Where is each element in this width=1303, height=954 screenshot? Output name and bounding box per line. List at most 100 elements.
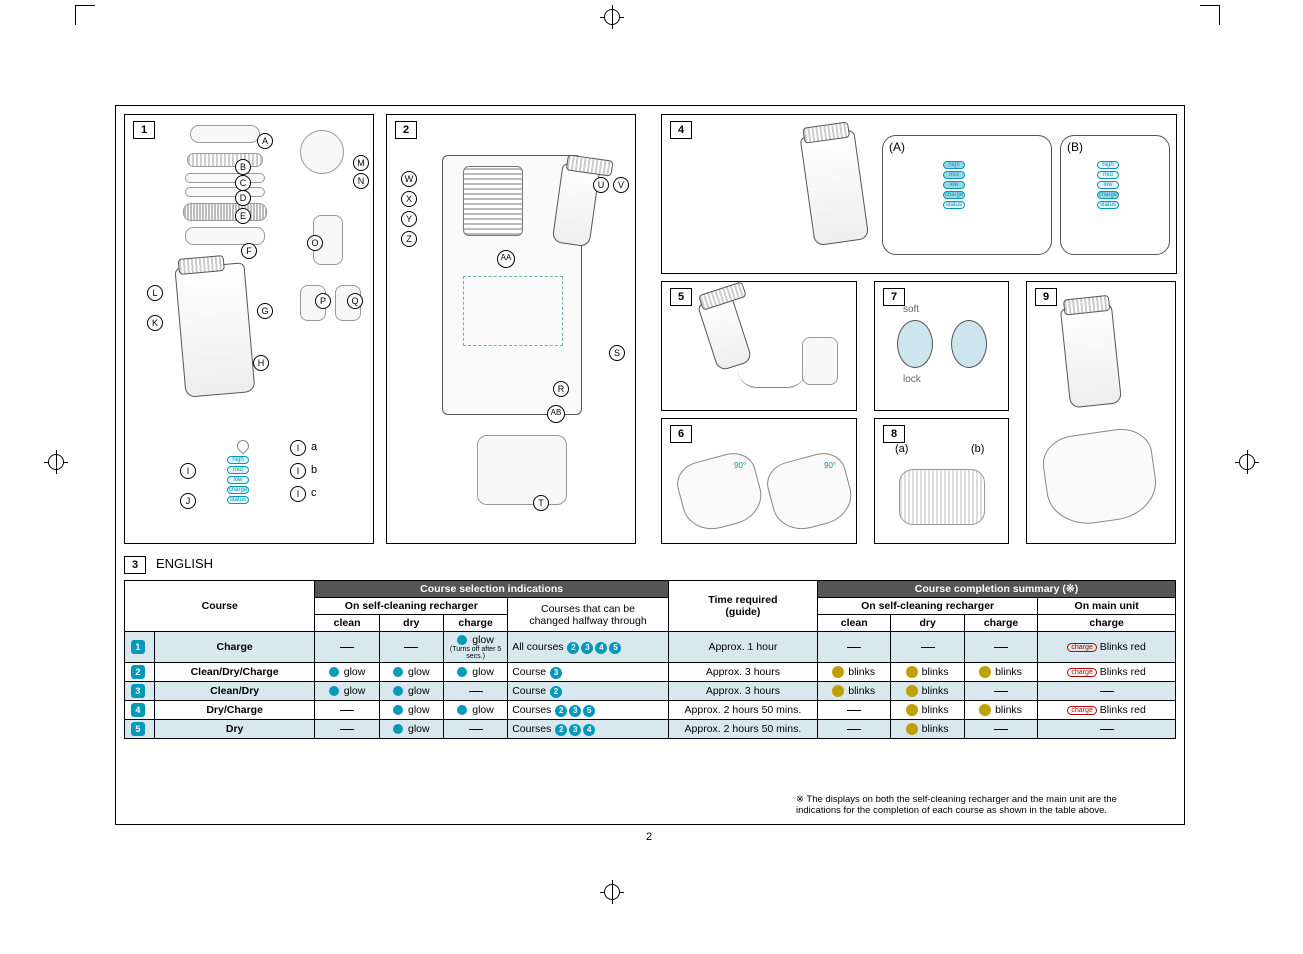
table-cell <box>817 632 890 663</box>
indicator-pill: status <box>943 201 965 209</box>
table-cell <box>443 682 507 701</box>
panel-number: 9 <box>1035 288 1057 306</box>
table-cell: glow <box>443 663 507 682</box>
row-num: 3 <box>125 682 155 701</box>
shaver <box>1060 304 1122 409</box>
table-cell: blinks <box>964 701 1037 720</box>
panel-number: 2 <box>395 121 417 139</box>
indicator-pill: mid <box>227 466 249 474</box>
crop-mark <box>1200 5 1220 25</box>
table-row: 2Clean/Dry/Charge glow glow glowCourse 3… <box>125 663 1176 682</box>
table-cell: blinks <box>817 682 890 701</box>
table-cell: glow <box>315 663 379 682</box>
indicator-pill: mid <box>943 171 965 179</box>
table-cell <box>1038 682 1176 701</box>
table-cell: blinks <box>964 663 1037 682</box>
indicator-pill: high <box>943 161 965 169</box>
panel-number: 7 <box>883 288 905 306</box>
label-circle: I <box>290 463 306 479</box>
indicator-block: highmidlowchargestatus <box>205 440 295 525</box>
label-circle: J <box>180 493 196 509</box>
switch-oval <box>951 320 987 368</box>
indicator-pill: mid <box>1097 171 1119 179</box>
table-cell: glow <box>379 701 443 720</box>
label-circle: AB <box>547 405 565 423</box>
panel-number: 1 <box>133 121 155 139</box>
table-cell <box>964 682 1037 701</box>
indicator-pill: status <box>1097 201 1119 209</box>
table-cell: Course 2 <box>508 682 669 701</box>
label-circle: K <box>147 315 163 331</box>
table-cell <box>315 720 379 739</box>
panel-number: 5 <box>670 288 692 306</box>
table-cell: charge Blinks red <box>1038 701 1176 720</box>
row-num: 2 <box>125 663 155 682</box>
row-name: Dry/Charge <box>154 701 315 720</box>
sublabel: c <box>311 487 317 499</box>
table-cell: Approx. 1 hour <box>668 632 817 663</box>
shaver <box>800 130 870 247</box>
th-col: charge <box>1038 615 1176 632</box>
indicator-pill: charge <box>1097 191 1119 199</box>
label: lock <box>903 374 921 385</box>
shaver-body <box>174 262 255 398</box>
indicator-pill: low <box>943 181 965 189</box>
table-row: 1Charge glow(Turns off after 5 secs.)All… <box>125 632 1176 663</box>
table-cell: glow <box>379 682 443 701</box>
label-circle: M <box>353 155 369 171</box>
row-name: Charge <box>154 632 315 663</box>
part-brush-ring <box>300 130 344 174</box>
label-circle: W <box>401 171 417 187</box>
table-cell: blinks <box>817 663 890 682</box>
table-row: 3Clean/Dry glow glowCourse 2Approx. 3 ho… <box>125 682 1176 701</box>
table-cell <box>379 632 443 663</box>
section-language: ENGLISH <box>156 556 213 571</box>
panel-9: 9 <box>1026 281 1176 544</box>
table-cell <box>964 720 1037 739</box>
table-cell: blinks <box>891 720 964 739</box>
sublabel: b <box>311 464 317 476</box>
part-foil <box>187 153 263 167</box>
table-cell: glow <box>379 663 443 682</box>
label-circle: Z <box>401 231 417 247</box>
table-cell: Courses 234 <box>508 720 669 739</box>
label: (b) <box>971 443 984 455</box>
table-row: 4Dry/Charge glow glowCourses 235Approx. … <box>125 701 1176 720</box>
label-circle: U <box>593 177 609 193</box>
table-cell: Approx. 3 hours <box>668 663 817 682</box>
cartridge <box>477 435 567 505</box>
table-cell <box>964 632 1037 663</box>
indicator-pill: high <box>227 456 249 464</box>
footnote: ※ The displays on both the self-cleaning… <box>796 794 1176 816</box>
panel-7: 7 soft lock <box>874 281 1009 411</box>
label: (A) <box>889 140 905 154</box>
registration-mark <box>1235 450 1259 474</box>
shaver <box>697 294 753 372</box>
cord <box>737 368 807 388</box>
panel-2: 2 AA AB WXYZUVSRT <box>386 114 636 544</box>
hand-illustration <box>672 448 767 536</box>
panel-8: 8 (a) (b) <box>874 418 1009 544</box>
indicator-pill: low <box>227 476 249 484</box>
panel-number: 3 <box>124 556 146 574</box>
page-frame: 1 highmidlowchargestatus I J I I I a b c… <box>115 105 1185 825</box>
table-row: 5Dry glowCourses 234Approx. 2 hours 50 m… <box>125 720 1176 739</box>
label: (B) <box>1067 140 1083 154</box>
table-cell: glow(Turns off after 5 secs.) <box>443 632 507 663</box>
th-col: charge <box>964 615 1037 632</box>
label-circle: Q <box>347 293 363 309</box>
indicator-pill: status <box>227 496 249 504</box>
label-circle: T <box>533 495 549 511</box>
table-cell: Approx. 2 hours 50 mins. <box>668 701 817 720</box>
indicator-pill: high <box>1097 161 1119 169</box>
course-table: Course Course selection indications Time… <box>124 580 1176 739</box>
foil-front <box>899 469 985 525</box>
row-name: Clean/Dry <box>154 682 315 701</box>
panel-number: 4 <box>670 121 692 139</box>
panel-5: 5 <box>661 281 857 411</box>
registration-mark <box>600 880 624 904</box>
label: soft <box>903 304 919 315</box>
row-num: 4 <box>125 701 155 720</box>
table-cell <box>1038 720 1176 739</box>
page-number: 2 <box>646 831 652 843</box>
